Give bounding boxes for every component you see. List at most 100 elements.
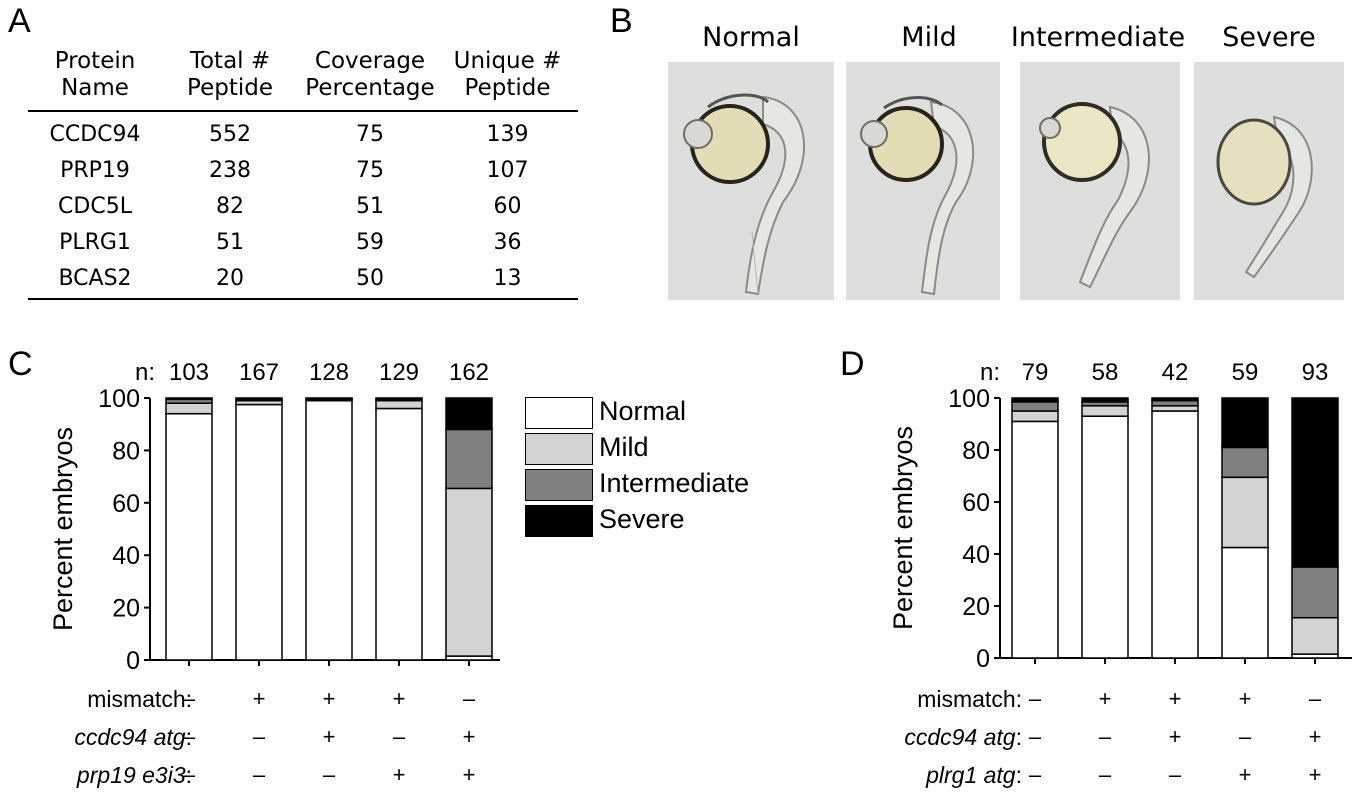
condition-mark: – [462,686,476,711]
n-count-label: 129 [379,359,419,386]
embryo-photo-severe [1194,62,1344,300]
legend-label: Severe [599,504,685,534]
condition-label: ccdc94 atg: [74,724,192,750]
photo-title-intermediate: Intermediate [1010,22,1186,53]
bar-segment-severe [305,397,353,400]
y-tick-label: 100 [948,385,990,413]
bar-segment-mild [375,399,423,410]
legend-item: Mild [523,431,793,467]
bar-segment-normal [165,412,213,661]
bar-segment-severe [375,397,423,401]
table-cell: 51 [356,194,384,219]
bar-segment-normal [1221,546,1269,659]
condition-mark: – [1098,762,1112,787]
panel-letter-d: D [840,345,865,383]
condition-mark: – [182,762,196,787]
legend-label: Mild [599,432,649,462]
condition-mark: + [392,762,406,787]
bar-segment-normal [375,407,423,661]
bar-segment-mild [1081,405,1129,417]
table-cell: 107 [486,158,529,183]
condition-name: ccdc94 atg [74,724,186,750]
bar-segment-severe [445,397,493,431]
condition-label: prp19 e3i3: [76,762,192,788]
table-cell: 139 [486,122,529,147]
bar-segment-severe [1151,397,1199,402]
embryo-intermediate-image [1039,102,1150,289]
bar-segment-intermediate [1011,401,1059,412]
bar-segment-intermediate [1291,566,1339,619]
legend-label: Normal [599,396,687,426]
condition-mark: + [462,762,476,787]
table-cell: BCAS2 [58,266,132,291]
y-tick-label: 0 [976,645,990,673]
bar-segment-normal [1081,415,1129,659]
table-header: Protein Name [30,48,160,102]
condition-mark: + [392,686,406,711]
bar-segment-mild [1221,476,1269,549]
bar-segment-intermediate [445,428,493,490]
photo-title-mild: Mild [901,22,957,53]
bar-segment-mild [445,487,493,657]
photo-title-normal: Normal [702,22,800,53]
panel-letter-a: A [8,2,31,40]
legend-label: Intermediate [599,468,750,498]
table-cell: 552 [209,122,251,147]
table-header: Coverage Percentage [295,48,445,102]
condition-mark: – [1028,686,1042,711]
table-cell: 50 [356,266,384,291]
table-cell: PRP19 [60,158,130,183]
condition-mark: – [1028,724,1042,749]
condition-label: mismatch: [917,686,1022,712]
y-axis-label: Percent embryos [48,427,78,631]
peptide-table: Protein Name Total # Peptide Coverage Pe… [20,40,580,310]
condition-label: ccdc94 atg: [904,724,1022,750]
n-prefix-label: n: [980,359,1000,386]
condition-mark: – [1308,686,1322,711]
header-line: Unique # [453,48,562,74]
embryo-photo-mild [846,62,1000,300]
header-line: Peptide [187,75,273,101]
condition-mark: – [392,724,406,749]
condition-name: prp19 e3i3 [76,762,186,788]
panel-letter-c: C [8,345,33,383]
condition-mark: + [322,724,336,749]
bar-segment-severe [1291,397,1339,568]
table-cell: PLRG1 [59,230,131,255]
condition-mark: + [462,724,476,749]
bar-segment-severe [235,397,283,401]
y-tick-label: 0 [126,647,140,675]
bar-segment-mild [1151,405,1199,412]
bar-segment-normal [1151,410,1199,659]
condition-mark: + [1238,762,1252,787]
n-count-label: 79 [1022,359,1049,386]
table-cell: 51 [216,230,244,255]
embryo-severe-image [1216,115,1313,279]
condition-mark: – [182,724,196,749]
header-line: Coverage [314,48,426,74]
table-cell: 13 [493,266,522,291]
condition-mark: + [1168,724,1182,749]
y-tick-label: 20 [962,593,990,621]
y-tick-label: 40 [112,542,140,570]
photo-title-severe: Severe [1222,22,1316,53]
condition-mark: + [1098,686,1112,711]
header-line: Peptide [464,75,551,101]
n-count-label: 162 [449,359,489,386]
embryo-mild-image [860,96,975,296]
bar-segment-mild [1011,410,1059,423]
legend-item: Intermediate [523,467,793,503]
bar-segment-severe [165,397,213,401]
n-count-label: 103 [169,359,209,386]
condition-label: mismatch: [87,686,192,712]
n-prefix-label: n: [135,359,155,386]
legend-item: Severe [523,503,793,539]
bar-segment-mild [165,402,213,415]
table-cell: CCDC94 [49,122,141,147]
legend-swatch [525,505,593,537]
header-line: Total # [189,48,271,74]
table-cell: 75 [356,158,384,183]
bar-segment-severe [1221,397,1269,449]
table-cell: CDC5L [58,194,132,219]
table-bottom-rule [28,298,578,300]
